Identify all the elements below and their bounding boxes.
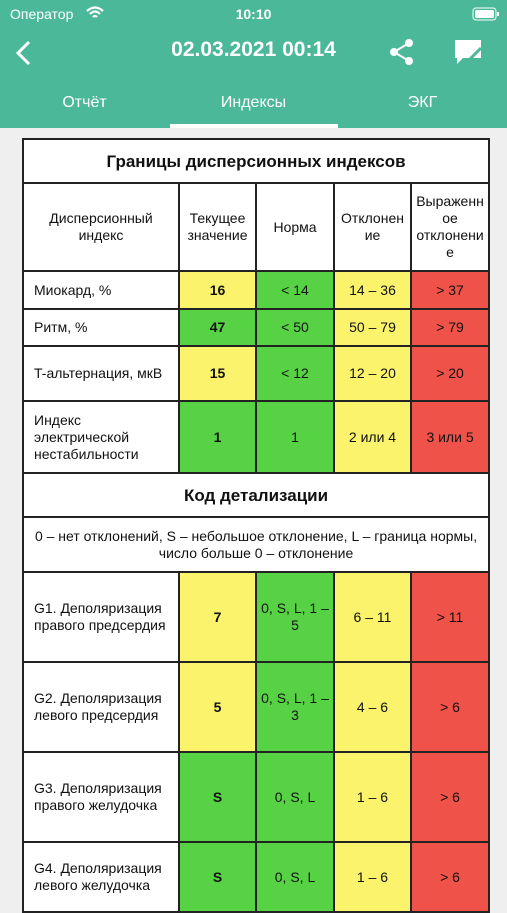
current-value: 5 (178, 661, 257, 753)
deviation: 50 – 79 (333, 308, 412, 347)
strong-deviation: 3 или 5 (409, 400, 491, 474)
index-name: G2. Деполяризация левого предсердия (22, 661, 180, 753)
strong-deviation: > 11 (409, 571, 491, 663)
index-name: G1. Деполяризация правого предсердия (22, 571, 180, 663)
comment-button[interactable] (453, 38, 485, 68)
table-row: G1. Деполяризация правого предсердия 7 0, … (22, 571, 491, 663)
section-title: Код детализации (21, 472, 491, 518)
deviation: 1 – 6 (333, 841, 412, 913)
norm: < 50 (255, 308, 335, 347)
note: 0 – нет отклонений, S – небольшое отклон… (21, 516, 491, 573)
norm: 1 (255, 400, 335, 474)
index-name: T-альтернация, мкВ (22, 345, 180, 402)
screen-title: 02.03.2021 00:14 (171, 38, 336, 61)
index-name: Индекс электрической нестабильности (22, 400, 180, 474)
table-row: G4. Деполяризация левого желудочка S 0, S,… (22, 841, 491, 913)
table-title: Границы дисперсионных индексов (21, 138, 491, 184)
tab-active[interactable]: Индексы (220, 94, 287, 111)
strong-deviation: > 6 (409, 751, 491, 843)
current-value: 7 (178, 571, 257, 663)
deviation: 1 – 6 (333, 751, 412, 843)
strong-deviation: > 6 (409, 841, 491, 913)
current-value: 1 (178, 400, 257, 474)
wifi-icon (86, 6, 104, 18)
index-name: Ритм, % (22, 308, 180, 347)
norm: < 12 (255, 345, 335, 402)
index-name: G3. Деполяризация правого желудочка (22, 751, 180, 843)
tab[interactable]: Отчёт (62, 94, 107, 111)
table-row: Индекс электрической нестабильности 1 1 2 и… (22, 400, 491, 474)
table-row: G2. Деполяризация левого предсердия 5 0, S… (22, 661, 491, 753)
current-value: 47 (178, 308, 257, 347)
deviation: 6 – 11 (333, 571, 412, 663)
table-row: G3. Деполяризация правого желудочка S 0, S… (22, 751, 491, 843)
strong-deviation: > 37 (409, 270, 491, 310)
table-row: Миокард, % 16 < 14 14 – 36 > 37 (22, 270, 491, 310)
deviation: 12 – 20 (333, 345, 412, 402)
current-value: S (178, 751, 257, 843)
norm: 0, S, L (255, 841, 335, 913)
current-value: S (178, 841, 257, 913)
detail-rows: G1. Деполяризация правого предсердия 7 0, … (22, 571, 491, 913)
tab[interactable]: ЭКГ (407, 94, 438, 111)
deviation: 14 – 36 (333, 270, 412, 310)
column-header: Выраженное отклонение (409, 182, 491, 272)
deviation: 2 или 4 (333, 400, 412, 474)
norm: < 14 (255, 270, 335, 310)
carrier: Оператор (10, 6, 74, 22)
index-name: G4. Деполяризация левого желудочка (22, 841, 180, 913)
column-header: Текущее значение (178, 182, 257, 272)
column-header: Дисперсионный индекс (22, 182, 180, 272)
app-bar: Оператор 10:10 02.03.2021 00:14 Отчёт Ин… (0, 0, 507, 128)
norm: 0, S, L (255, 751, 335, 843)
strong-deviation: > 79 (409, 308, 491, 347)
index-table: Границы дисперсионных индексов Дисперсио… (21, 138, 491, 913)
deviation: 4 – 6 (333, 661, 412, 753)
index-name: Миокард, % (22, 270, 180, 310)
table-row: Ритм, % 47 < 50 50 – 79 > 79 (22, 308, 491, 347)
clock: 10:10 (235, 6, 272, 22)
strong-deviation: > 20 (409, 345, 491, 402)
norm: 0, S, L, 1 – 5 (255, 571, 335, 663)
current-value: 15 (178, 345, 257, 402)
share-button[interactable] (388, 38, 416, 66)
column-header: Отклонение (333, 182, 412, 272)
back-button[interactable] (12, 40, 36, 66)
rows: Миокард, % 16 < 14 14 – 36 > 37 Ритм, % 47 < 50… (22, 270, 491, 474)
current-value: 16 (178, 270, 257, 310)
column-header: Норма (255, 182, 335, 272)
battery-icon (472, 7, 499, 21)
strong-deviation: > 6 (409, 661, 491, 753)
table-row: T-альтернация, мкВ 15 < 12 12 – 20 > 20 (22, 345, 491, 402)
norm: 0, S, L, 1 – 3 (255, 661, 335, 753)
tab-indicator (170, 124, 338, 128)
